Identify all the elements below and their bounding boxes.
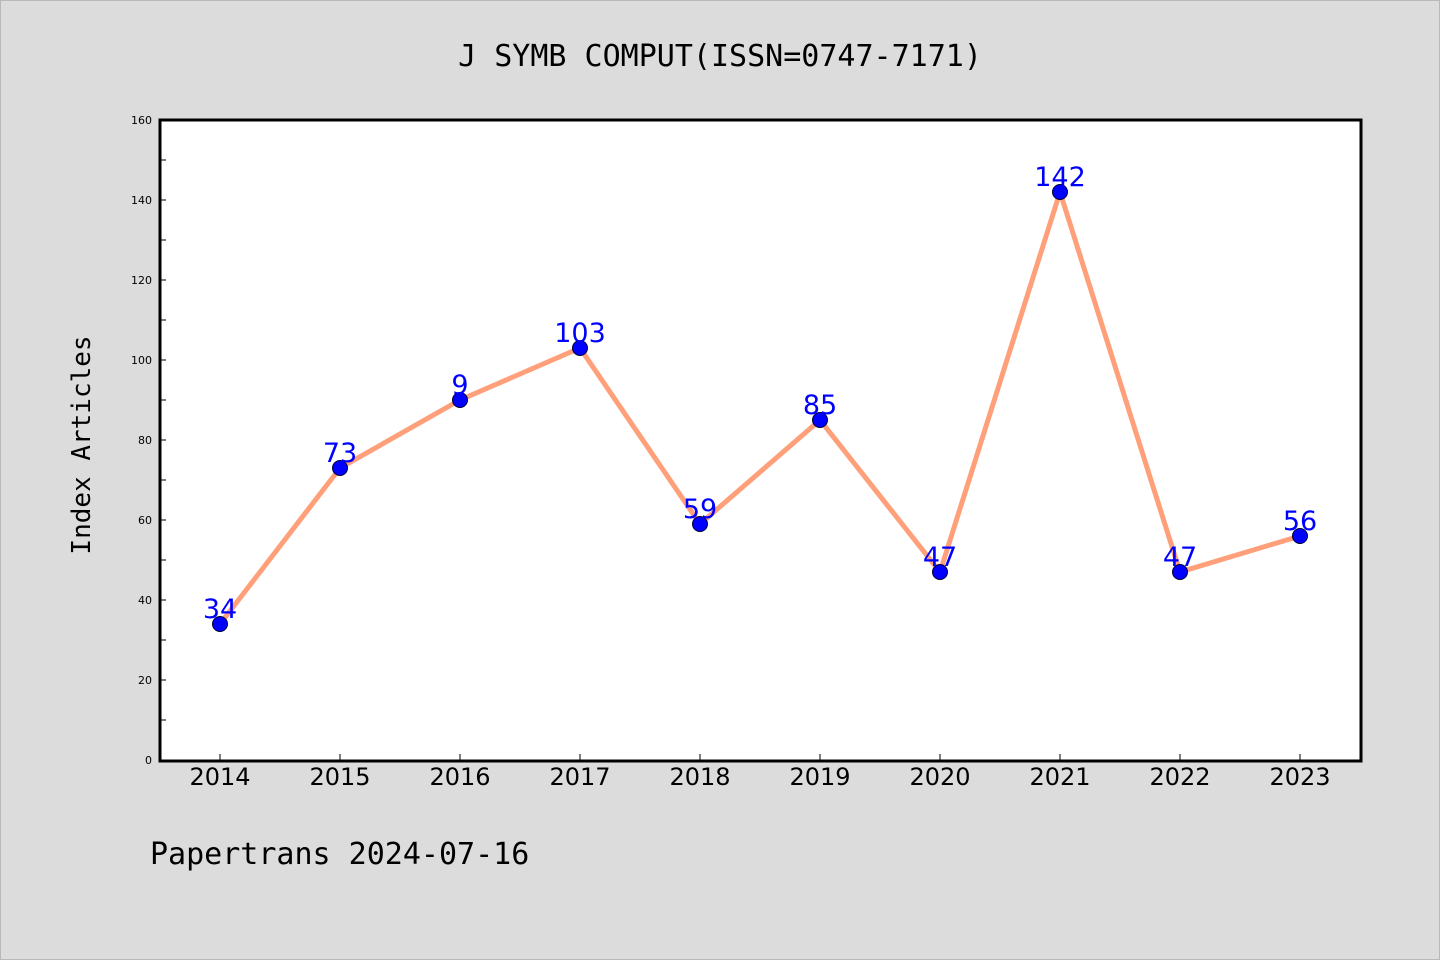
y-tick-label: 60 bbox=[138, 514, 152, 527]
x-tick-label: 2021 bbox=[1029, 763, 1090, 791]
data-point bbox=[572, 340, 588, 356]
x-tick-label: 2022 bbox=[1149, 763, 1210, 791]
x-tick-label: 2014 bbox=[189, 763, 250, 791]
data-point bbox=[452, 392, 468, 408]
data-point bbox=[692, 516, 708, 532]
data-point bbox=[932, 564, 948, 580]
x-tick-label: 2017 bbox=[549, 763, 610, 791]
y-tick-label: 100 bbox=[131, 354, 152, 367]
plot-area bbox=[158, 118, 1363, 763]
y-tick-label: 120 bbox=[131, 274, 152, 287]
x-tick-label: 2023 bbox=[1269, 763, 1330, 791]
data-label: 47 bbox=[1163, 542, 1197, 573]
data-label: 34 bbox=[203, 594, 237, 625]
series-group bbox=[212, 183, 1308, 632]
data-label: 56 bbox=[1283, 506, 1317, 537]
y-axis: 0 20 40 60 80 100 120 140 160 bbox=[131, 114, 166, 767]
chart-title: J SYMB COMPUT(ISSN=0747-7171) bbox=[458, 39, 982, 74]
data-label: 103 bbox=[554, 318, 606, 349]
y-tick-label: 80 bbox=[138, 434, 152, 447]
x-tick-label: 2015 bbox=[309, 763, 370, 791]
data-point bbox=[812, 412, 828, 428]
data-label: 73 bbox=[323, 438, 357, 469]
data-label: 142 bbox=[1034, 162, 1086, 193]
data-point bbox=[1172, 564, 1188, 580]
footer-text: Papertrans 2024-07-16 bbox=[150, 837, 529, 872]
x-tick-label: 2019 bbox=[789, 763, 850, 791]
y-tick-label: 0 bbox=[145, 754, 152, 767]
data-point bbox=[212, 616, 228, 632]
data-labels-group: 34 73 9 103 59 85 47 142 47 56 bbox=[203, 162, 1317, 625]
y-tick-label: 140 bbox=[131, 194, 152, 207]
y-tick-label: 160 bbox=[131, 114, 152, 127]
x-tick-label: 2018 bbox=[669, 763, 730, 791]
y-axis-label: Index Articles bbox=[67, 335, 97, 554]
y-tick-label: 20 bbox=[138, 674, 152, 687]
data-point bbox=[1292, 528, 1308, 544]
data-label: 47 bbox=[923, 542, 957, 573]
data-label: 85 bbox=[803, 390, 837, 421]
data-point bbox=[1052, 184, 1068, 200]
data-label: 59 bbox=[683, 494, 717, 525]
y-tick-label: 40 bbox=[138, 594, 152, 607]
series-line bbox=[218, 183, 1301, 626]
x-axis: 2014 2015 2016 2017 2018 2019 2020 2021 2022 2023 bbox=[189, 754, 1331, 791]
x-tick-label: 2016 bbox=[429, 763, 490, 791]
data-point bbox=[332, 460, 348, 476]
data-label: 9 bbox=[451, 370, 468, 401]
x-tick-label: 2020 bbox=[909, 763, 970, 791]
